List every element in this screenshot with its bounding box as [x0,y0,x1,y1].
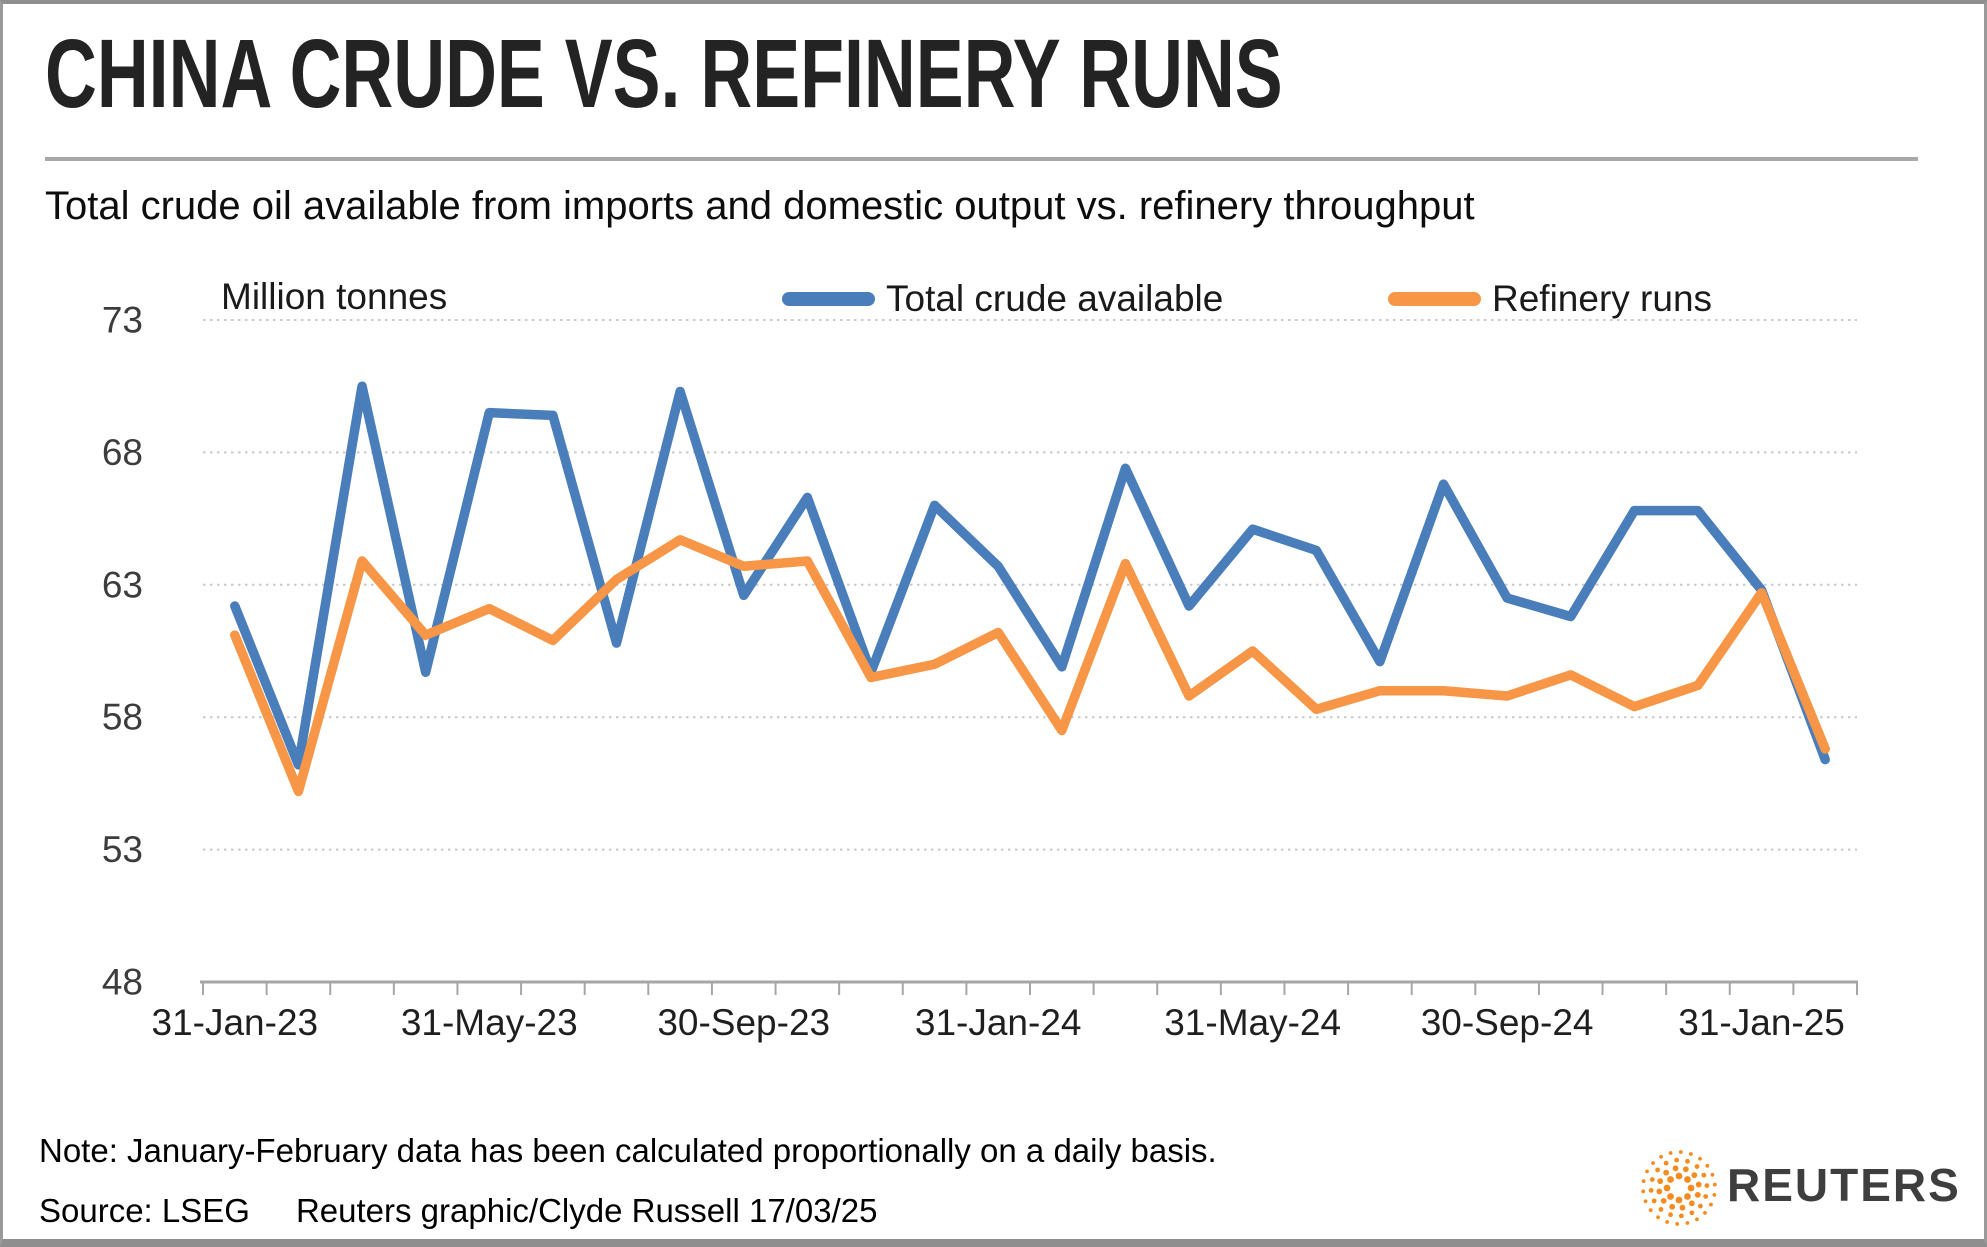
logo-dot [1703,1194,1709,1199]
x-axis-label-30-Sep-24: 30-Sep-24 [1421,1002,1594,1043]
logo-dot [1663,1160,1669,1166]
logo-dot [1685,1221,1690,1225]
logo-dot [1641,1189,1646,1194]
logo-dot [1687,1184,1695,1192]
logo-dot [1698,1156,1702,1161]
legend-item-refinery-runs: Refinery runs [1388,278,1712,320]
y-axis-label-68: 68 [102,432,143,473]
source-credit: Source: LSEG [39,1192,250,1229]
logo-dot [1657,1178,1664,1185]
x-axis-label-31-Jan-24: 31-Jan-24 [915,1002,1082,1043]
logo-dot [1712,1193,1717,1197]
reuters-logo-icon [1641,1150,1717,1226]
y-axis-label-53: 53 [102,829,143,870]
logo-dot [1684,1176,1691,1183]
logo-dot [1668,1151,1673,1155]
line-chart-plot: 48 53 58 63 68 73 31-Jan-23 31-May-23 30-Sep-23 3… [102,300,1858,1043]
logo-dot [1648,1187,1654,1193]
logo-dot [1710,1172,1715,1177]
title-divider [45,157,1918,161]
y-axis-label-73: 73 [102,300,143,341]
source-line: Source: LSEG Reuters graphic/Clyde Russel… [39,1192,877,1230]
logo-dot [1643,1199,1648,1204]
legend-swatch-refinery-runs-icon [1388,292,1481,306]
logo-dot [1672,1165,1679,1172]
logo-dot [1705,1163,1710,1168]
logo-dot [1701,1172,1707,1178]
logo-dot [1689,1210,1695,1216]
logo-dot [1649,1177,1655,1182]
x-axis-label-31-May-24: 31-May-24 [1164,1002,1341,1043]
logo-dot [1651,1198,1657,1204]
logo-dot [1656,1188,1663,1195]
logo-dot [1656,1215,1660,1220]
logo-dot [1695,1217,1699,1222]
logo-dot [1704,1183,1710,1189]
y-axis-label-48: 48 [102,962,143,1003]
logo-dot [1675,1172,1683,1180]
logo-dot [1694,1164,1700,1169]
y-axis-label-58: 58 [102,697,143,738]
legend-label-total-crude: Total crude available [886,278,1224,319]
logo-dot [1645,1169,1649,1174]
x-axis-label-31-May-23: 31-May-23 [401,1002,578,1043]
logo-dot [1674,1157,1680,1163]
logo-dot [1675,1196,1683,1204]
chart-subtitle: Total crude oil available from imports a… [45,184,1475,228]
y-axis-label-63: 63 [102,564,143,605]
logo-dot [1678,1150,1683,1154]
logo-dot [1667,1193,1674,1200]
graphic-credit: Reuters graphic/Clyde Russell 17/03/25 [295,1192,878,1229]
logo-dot [1685,1158,1690,1164]
logo-dot [1668,1212,1673,1218]
logo-dot [1660,1197,1667,1204]
legend-label-refinery-runs: Refinery runs [1492,278,1713,319]
logo-dot [1663,1184,1671,1192]
reuters-wordmark: REUTERS [1727,1159,1961,1211]
logo-dot [1698,1203,1703,1209]
page-title: CHINA CRUDE VS. REFINERY RUNS [45,19,1283,128]
logo-dot [1651,1161,1655,1165]
logo-dot [1703,1211,1707,1215]
x-axis-label-30-Sep-23: 30-Sep-23 [657,1002,830,1043]
logo-dot [1709,1202,1713,1207]
logo-dot [1663,1169,1670,1176]
logo-dot [1684,1193,1691,1200]
logo-dot [1691,1172,1698,1179]
logo-dot [1665,1220,1670,1224]
logo-dot [1669,1203,1676,1210]
logo-dot [1675,1222,1680,1226]
logo-dot [1688,1200,1695,1207]
series-line-total-crude [230,381,1830,770]
logo-dot [1655,1167,1660,1173]
logo-dot [1688,1152,1693,1156]
logo-dot [1695,1181,1702,1188]
logo-dot [1712,1182,1717,1187]
x-axis-label-31-Jan-25: 31-Jan-25 [1678,1002,1845,1043]
logo-dot [1659,1154,1663,1159]
logo-dot [1694,1191,1701,1198]
y-axis-unit-label: Million tonnes [221,276,448,317]
logo-dot [1641,1179,1646,1183]
series-line-refinery-runs [230,535,1830,797]
logo-dot [1667,1176,1674,1183]
logo-dot [1682,1166,1689,1173]
footnote: Note: January-February data has been cal… [39,1132,1217,1169]
legend-item-total-crude: Total crude available [782,278,1223,320]
legend-swatch-total-crude-icon [782,292,875,306]
logo-dot [1658,1207,1664,1212]
logo-dot [1648,1208,1653,1213]
x-axis-label-31-Jan-23: 31-Jan-23 [152,1002,319,1043]
logo-dot [1678,1213,1684,1219]
logo-dot [1679,1204,1686,1211]
